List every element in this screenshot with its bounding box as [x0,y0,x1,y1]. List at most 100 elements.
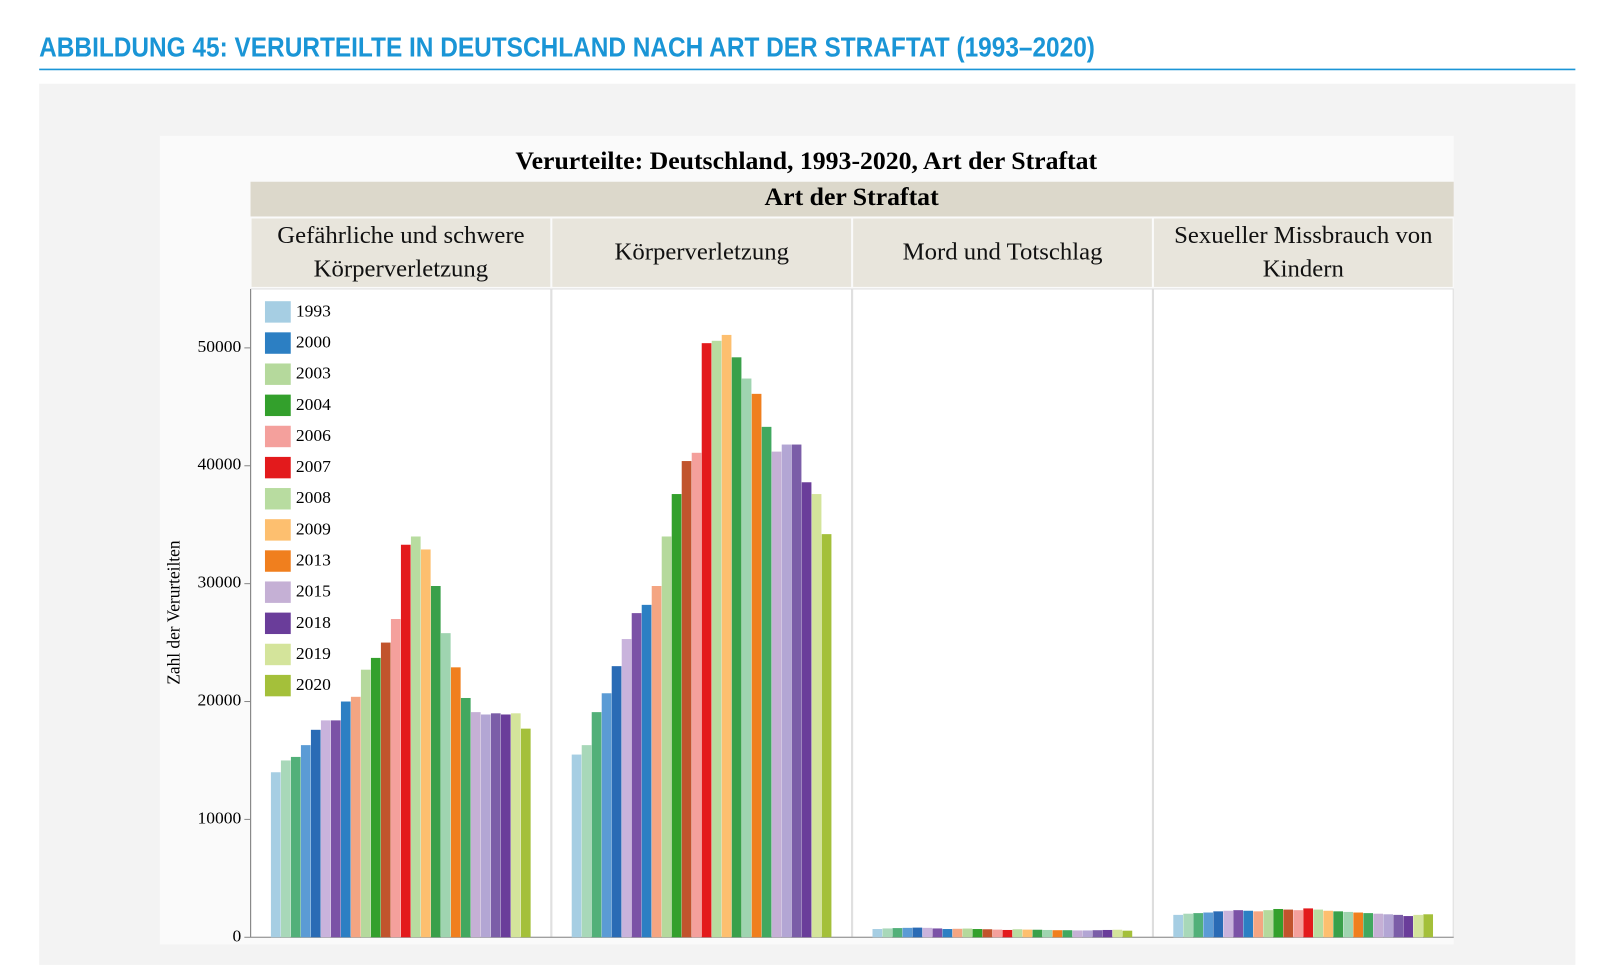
bar [410,536,421,938]
page-title: ABBILDUNG 45: VERURTEILTE IN DEUTSCHLAND… [39,31,1095,62]
legend-swatch [264,550,291,572]
bar [892,928,903,938]
bar [902,927,913,938]
facet-plot [1152,288,1454,938]
chart-title: Verurteilte: Deutschland, 1993-2020, Art… [515,146,1097,175]
bar [611,666,622,938]
facet-header [251,218,551,287]
facet-header [1153,218,1453,287]
bar [872,929,883,938]
y-tick-label: 40000 [197,454,241,474]
bar [581,745,592,938]
y-tick-label: 0 [232,925,241,945]
bar [1303,908,1314,938]
bar [681,461,692,938]
bar [1203,912,1213,938]
bar [671,494,682,938]
bar [1193,913,1203,938]
facet-header [853,218,1152,287]
facet-plot [852,288,1153,938]
bar [1092,930,1103,938]
bar [942,929,953,938]
bar [1243,910,1254,938]
legend-label: 2000 [296,332,331,352]
bar [1423,914,1434,938]
legend-swatch [264,643,291,666]
bar [270,772,281,938]
legend-label: 2007 [296,456,331,476]
legend-swatch [264,394,291,417]
bar [992,929,1003,938]
legend-label: 2018 [296,612,331,632]
bar [621,639,632,938]
legend-label: 2020 [296,674,331,694]
y-tick-label: 20000 [197,690,241,710]
bar [922,927,933,938]
bar [1263,910,1274,938]
bar [1233,910,1243,938]
bar [310,729,321,938]
bar [571,754,582,938]
bar [500,714,511,938]
bar [1283,909,1294,938]
bar [370,657,381,938]
legend-swatch [264,456,291,479]
bar [1183,913,1193,938]
legend-label: 2008 [296,487,331,507]
facet-band [250,181,1454,217]
bar [1072,930,1083,938]
bar [1213,911,1223,938]
bar [1313,909,1324,938]
bar [350,696,361,938]
bar [982,929,993,938]
legend-swatch [264,363,291,385]
y-tick-label: 10000 [197,807,241,827]
legend-swatch [264,332,291,354]
bar [811,494,822,938]
bar [1022,929,1033,938]
bar [380,642,391,938]
legend-label: 2015 [296,581,331,601]
bar [701,343,712,938]
bar [661,536,672,938]
facet-label-box: Sexueller Missbrauch von Kindern [1174,222,1433,283]
bar [400,544,411,938]
bar [1122,930,1133,938]
facet-title: Art der Straftat [765,182,940,211]
legend-label: 2003 [296,363,331,383]
bar [972,929,983,938]
bar [470,712,481,938]
bar [641,604,652,938]
bar [781,444,792,938]
y-axis-label: Zahl der Verurteilten [163,540,183,685]
facet-label: Sexueller Missbrauch von Kindern [1174,222,1433,283]
bar [1273,908,1284,938]
bar [1002,929,1013,938]
bar [721,334,732,938]
bar [741,378,752,938]
bar [430,585,441,938]
facet-label: Gefährliche und schwere Körperverletzung [277,222,525,283]
bar [480,714,491,938]
bar [1112,929,1123,938]
bar [420,549,431,938]
bar [711,340,722,938]
bar [912,927,923,938]
bar [340,701,351,938]
bar [731,357,742,938]
legend-swatch [264,301,291,323]
y-tick-label: 30000 [197,572,241,592]
bar [450,667,461,938]
bar [1413,914,1424,938]
bar [821,534,832,938]
bar [1062,930,1073,938]
bar [1052,930,1063,938]
bar [1012,929,1023,938]
facet-label-box: Mord und Totschlag [903,239,1103,266]
legend-swatch [264,519,291,541]
bar [631,613,642,938]
bar [300,745,311,938]
facet-label-box: Gefährliche und schwere Körperverletzung [277,222,525,283]
bar [591,712,602,938]
bar [1032,929,1043,938]
